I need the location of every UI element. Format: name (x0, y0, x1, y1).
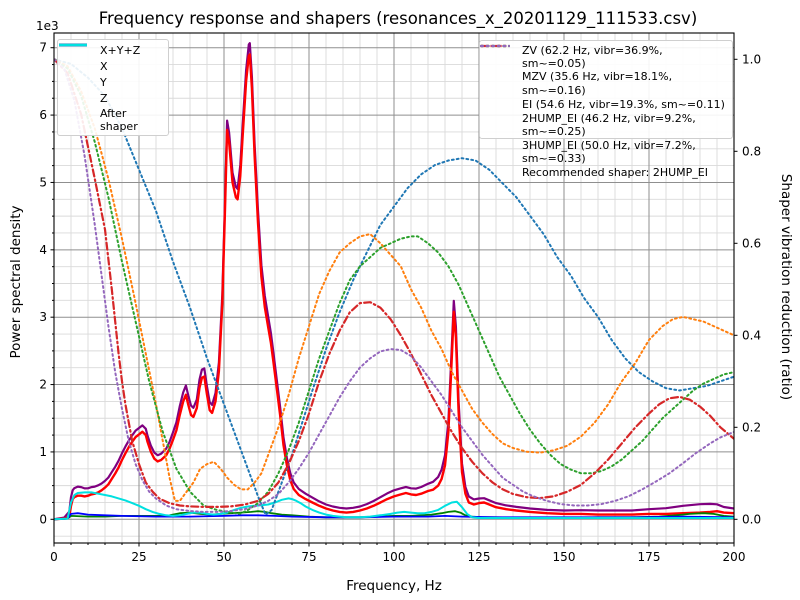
legend-measured-series: X+Y+Z X Y Z After shaper (57, 39, 169, 136)
legend-item: 2HUMP_EI (46.2 Hz, vibr=9.2%, sm~=0.25) (481, 44, 726, 139)
series-after-shaper (54, 491, 734, 521)
y-left-tick-label: 5 (39, 175, 47, 189)
y-axis-multiplier: 1e3 (36, 19, 59, 33)
legend-item: X (59, 43, 162, 75)
legend-shapers: ZV (62.2 Hz, vibr=36.9%, sm~=0.05) MZV (3… (479, 40, 733, 179)
legend-item: Z (59, 43, 162, 107)
y-left-tick-label: 3 (39, 310, 47, 324)
y-left-tick-label: 6 (39, 108, 47, 122)
series-ei (54, 58, 734, 515)
legend-label: ZV (62.2 Hz, vibr=36.9%, sm~=0.05) (522, 44, 663, 71)
y-left-tick-label: 2 (39, 378, 47, 392)
y-left-tick-label: 0 (39, 512, 47, 526)
y-left-tick-label: 7 (39, 41, 47, 55)
legend-item: Y (59, 43, 162, 91)
legend-label: Recommended shaper: 2HUMP_EI (522, 165, 708, 179)
legend-item: ZV (62.2 Hz, vibr=36.9%, sm~=0.05) (480, 44, 726, 71)
x-axis-label: Frequency, Hz (346, 578, 442, 594)
legend-label: Z (100, 92, 108, 106)
y-left-tick-label: 4 (39, 243, 47, 257)
series-zv (54, 58, 734, 516)
x-tick-label: 100 (383, 550, 406, 564)
x-tick-label: 200 (723, 550, 746, 564)
series-2hump-ei (54, 58, 734, 508)
legend-label: 3HUMP_EI (50.0 Hz, vibr=7.2%, sm~=0.33) (522, 138, 696, 165)
legend-line-after-shaper (59, 43, 87, 47)
legend-line-3hump-ei (480, 44, 510, 48)
y-left-tick-label: 1 (39, 445, 47, 459)
y-right-tick-label: 0.2 (742, 420, 761, 434)
y-axis-right-label: Shaper vibration reduction (ratio) (778, 173, 794, 401)
tick-labels: 0 25 50 75 100 125 150 175 200 0 1 2 3 4 5 6 7 0.0 0.2 0.4 0… (39, 41, 761, 564)
legend-note-row: Recommended shaper: 2HUMP_EI (486, 165, 726, 180)
x-tick-label: 50 (216, 550, 231, 564)
legend-label: 2HUMP_EI (46.2 Hz, vibr=9.2%, sm~=0.25) (522, 112, 696, 139)
x-tick-label: 150 (553, 550, 576, 564)
legend-label: After shaper (100, 107, 138, 134)
y-right-tick-label: 0.4 (742, 328, 761, 342)
legend-item: EI (54.6 Hz, vibr=19.3%, sm~=0.11) (480, 44, 726, 112)
y-right-tick-label: 0.6 (742, 236, 761, 250)
x-tick-label: 125 (468, 550, 491, 564)
y-axis-left-label: Power spectral density (8, 205, 24, 359)
y-right-tick-label: 1.0 (742, 52, 761, 66)
legend-label: EI (54.6 Hz, vibr=19.3%, sm~=0.11) (522, 97, 725, 111)
x-tick-label: 25 (131, 550, 146, 564)
legend-label: MZV (35.6 Hz, vibr=18.1%, sm~=0.16) (522, 70, 673, 97)
legend-label: Y (100, 76, 107, 90)
series-mzv (54, 58, 734, 502)
x-tick-label: 0 (50, 550, 58, 564)
y-right-tick-label: 0.0 (742, 512, 761, 526)
series-group (54, 42, 734, 521)
legend-item: 3HUMP_EI (50.0 Hz, vibr=7.2%, sm~=0.33) (480, 44, 726, 165)
y-right-tick-label: 0.8 (742, 144, 761, 158)
x-tick-label: 175 (638, 550, 661, 564)
x-tick-label: 75 (301, 550, 316, 564)
legend-label: X (100, 60, 108, 74)
legend-item: After shaper (59, 43, 162, 134)
legend-label: X+Y+Z (100, 44, 141, 58)
chart-title: Frequency response and shapers (resonanc… (98, 9, 698, 28)
series-x (54, 53, 734, 521)
legend-item: MZV (35.6 Hz, vibr=18.1%, sm~=0.16) (480, 44, 726, 97)
axis-ticks (50, 47, 738, 547)
